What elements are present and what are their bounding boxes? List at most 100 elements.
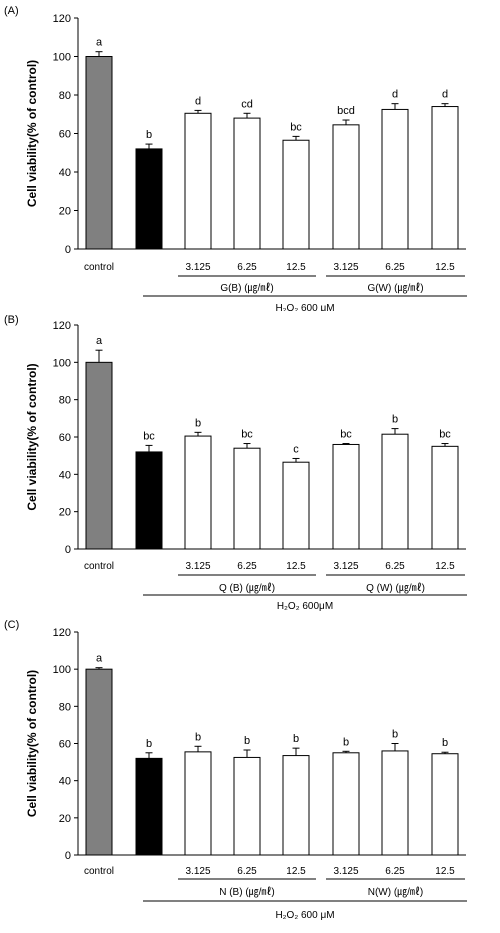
y-tick-label: 120 <box>53 627 71 639</box>
y-tick-label: 80 <box>59 701 71 713</box>
significance-letter: d <box>195 95 201 107</box>
y-axis-label: Cell viability(% of control) <box>25 363 39 510</box>
significance-letter: b <box>244 735 250 747</box>
significance-letter: b <box>195 417 201 429</box>
y-tick-label: 100 <box>53 664 71 676</box>
bar <box>332 124 360 250</box>
significance-letter: c <box>293 443 299 455</box>
x-tick-label: 6.25 <box>385 561 405 572</box>
y-tick-label: 0 <box>65 244 71 256</box>
y-tick-label: 100 <box>53 52 71 64</box>
x-tick-label: 3.125 <box>185 262 210 273</box>
bar <box>85 361 113 550</box>
significance-letter: b <box>146 129 152 141</box>
y-tick-label: 20 <box>59 507 71 519</box>
bar <box>233 117 261 250</box>
y-tick-label: 0 <box>65 544 71 556</box>
bar <box>184 751 212 856</box>
significance-letter: d <box>442 89 448 101</box>
bar <box>233 756 261 856</box>
y-tick-label: 20 <box>59 206 71 218</box>
panel-label: (A) <box>4 5 19 17</box>
significance-letter: b <box>442 737 448 749</box>
significance-letter: b <box>343 736 349 748</box>
panel-label: (B) <box>4 314 19 326</box>
bar <box>332 752 360 856</box>
group-label: G(B) (㎍/㎖) <box>220 282 273 294</box>
bar <box>431 445 459 550</box>
significance-letter: a <box>96 335 103 347</box>
x-tick-label: 12.5 <box>435 866 455 877</box>
significance-letter: b <box>392 729 398 741</box>
y-tick-label: 80 <box>59 90 71 102</box>
y-tick-label: 40 <box>59 776 71 788</box>
y-axis-label: Cell viability(% of control) <box>25 670 39 817</box>
y-tick-label: 60 <box>59 432 71 444</box>
bar <box>381 108 409 250</box>
x-tick-label: 6.25 <box>237 866 257 877</box>
bar <box>135 757 163 856</box>
bar <box>381 433 409 550</box>
significance-letter: bc <box>143 430 155 442</box>
significance-letter: b <box>146 738 152 750</box>
y-tick-label: 80 <box>59 395 71 407</box>
bar <box>135 451 163 550</box>
group-label: Q (B) (㎍/㎖) <box>219 582 275 594</box>
significance-letter: d <box>392 89 398 101</box>
significance-letter: a <box>96 37 103 49</box>
y-tick-label: 100 <box>53 357 71 369</box>
bar <box>332 443 360 550</box>
bar <box>282 461 310 550</box>
x-tick-label: 6.25 <box>385 262 405 273</box>
bar <box>135 148 163 250</box>
y-tick-label: 60 <box>59 129 71 141</box>
significance-letter: b <box>293 733 299 745</box>
x-tick-label: 3.125 <box>333 262 358 273</box>
significance-letter: bc <box>241 429 253 441</box>
bar <box>431 106 459 250</box>
group-label: G(W) (㎍/㎖) <box>367 282 423 294</box>
y-tick-label: 0 <box>65 850 71 862</box>
y-tick-label: 40 <box>59 167 71 179</box>
y-tick-label: 60 <box>59 739 71 751</box>
y-tick-label: 120 <box>53 13 71 25</box>
chart-panel-a: (A) Cell viability(% of control) 0 20 40 60 80… <box>4 5 467 311</box>
significance-letter: bc <box>290 121 302 133</box>
x-tick-label: 12.5 <box>286 561 306 572</box>
significance-letter: b <box>392 414 398 426</box>
bar <box>381 750 409 856</box>
x-tick-label: 12.5 <box>435 262 455 273</box>
bar <box>184 435 212 550</box>
bar <box>282 139 310 250</box>
x-tick-label: 3.125 <box>333 866 358 877</box>
panel-label: (C) <box>4 619 19 631</box>
bar <box>431 753 459 856</box>
significance-letter: bcd <box>337 105 355 117</box>
chart-panel-b: (B) Cell viability(% of control) 0 20 40 60 80… <box>4 314 467 611</box>
x-tick-label: 3.125 <box>333 561 358 572</box>
bar <box>282 755 310 856</box>
group-label: N(W) (㎍/㎖) <box>368 886 424 898</box>
bar <box>184 112 212 250</box>
x-tick-label: control <box>84 866 114 877</box>
bar <box>85 56 113 250</box>
y-axis-label: Cell viability(% of control) <box>25 60 39 207</box>
treatment-label: H₂O₂ 600 μM <box>275 910 334 921</box>
significance-letter: a <box>96 653 103 665</box>
x-tick-label: 6.25 <box>385 866 405 877</box>
x-tick-label: 6.25 <box>237 561 257 572</box>
group-label: Q (W) (㎍/㎖) <box>366 582 425 594</box>
y-tick-label: 20 <box>59 813 71 825</box>
y-tick-label: 40 <box>59 469 71 481</box>
x-tick-label: 3.125 <box>185 561 210 572</box>
x-tick-label: control <box>84 262 114 273</box>
significance-letter: bc <box>340 429 352 441</box>
bar <box>233 447 261 550</box>
treatment-label: H₂O₂ 600 μM <box>275 303 334 311</box>
bar <box>85 668 113 856</box>
x-tick-label: 6.25 <box>237 262 257 273</box>
x-tick-label: 3.125 <box>185 866 210 877</box>
treatment-label: H₂O₂ 600μM <box>277 601 333 611</box>
x-tick-label: control <box>84 561 114 572</box>
